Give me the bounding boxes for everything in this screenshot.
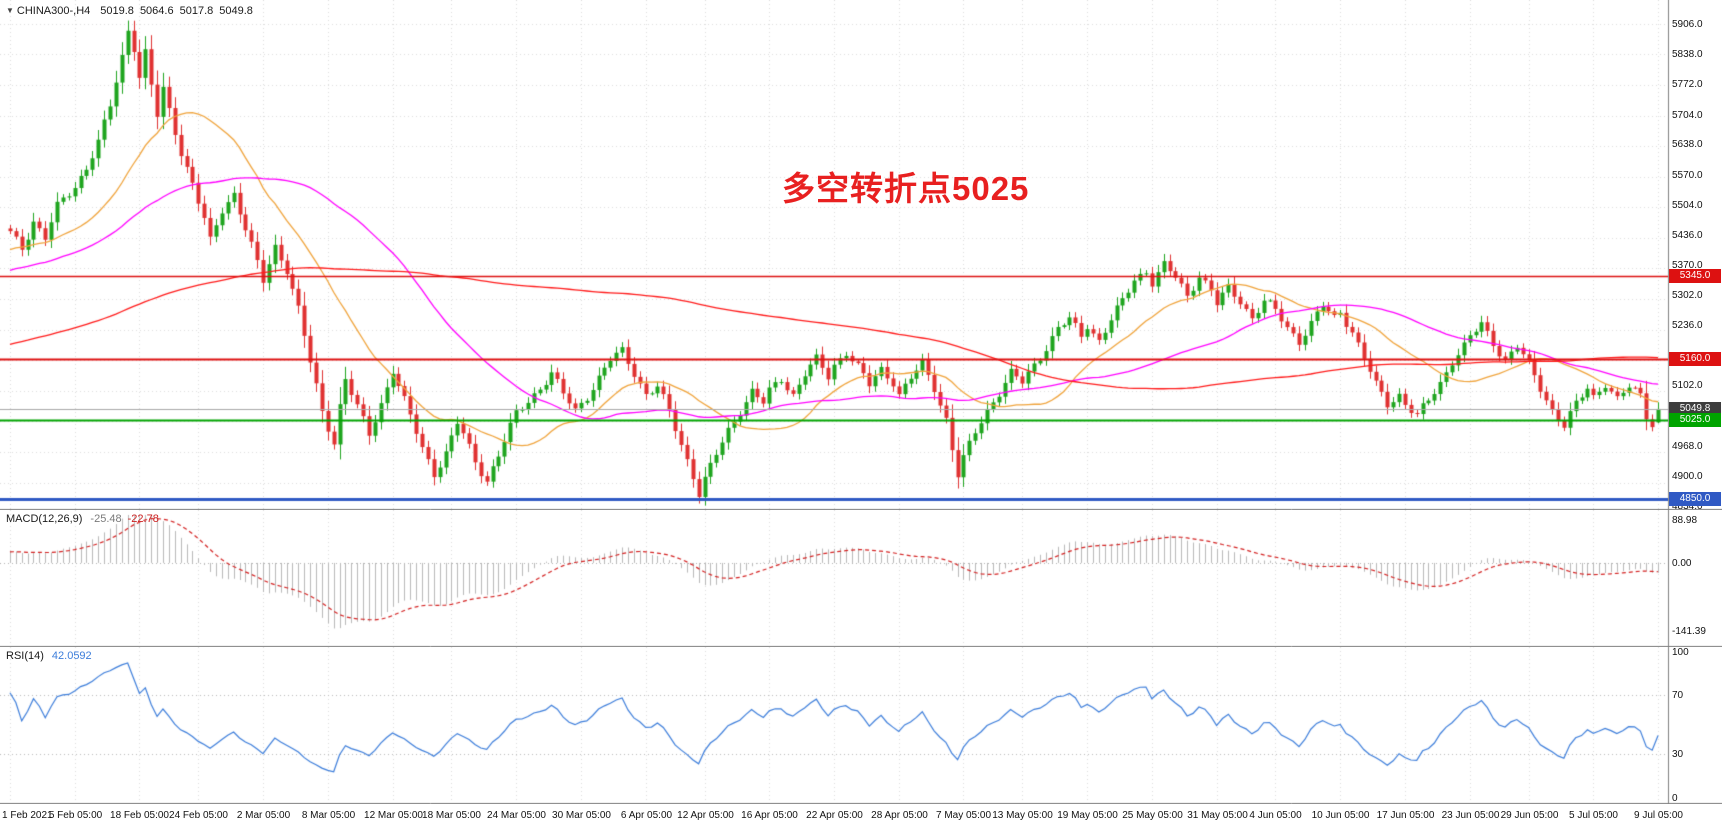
time-label: 29 Jun 05:00 xyxy=(1500,810,1559,821)
indicator-axis-label: 70 xyxy=(1672,690,1684,702)
rsi-value: 42.0592 xyxy=(51,650,92,662)
price-tick-label: 5704.0 xyxy=(1672,109,1703,121)
symbol-timeframe-label: CHINA300-,H4 xyxy=(16,5,91,17)
time-label: 23 Jun 05:00 xyxy=(1441,810,1500,821)
indicator-axis-label: 0.00 xyxy=(1672,557,1692,569)
time-label: 31 May 05:00 xyxy=(1187,810,1248,821)
time-label: 8 Mar 05:00 xyxy=(301,810,356,821)
time-label: 18 Feb 05:00 xyxy=(110,810,169,821)
time-label: 4 Jun 05:00 xyxy=(1249,810,1302,821)
price-tick-label: 5570.0 xyxy=(1672,169,1703,181)
time-label: 30 Mar 05:00 xyxy=(552,810,611,821)
macd-canvas[interactable] xyxy=(0,510,1722,647)
price-tick-label: 5102.0 xyxy=(1672,380,1703,392)
price-tick-label: 5906.0 xyxy=(1672,18,1703,30)
time-label: 22 Apr 05:00 xyxy=(806,810,863,821)
time-label: 28 Apr 05:00 xyxy=(871,810,928,821)
price-axis[interactable]: 5906.0 5838.0 5772.0 5704.0 5638.0 5570.0 5504… xyxy=(1668,0,1722,512)
macd-label: MACD(12,26,9) xyxy=(6,513,83,525)
price-level-badge: 4850.0 xyxy=(1669,491,1721,506)
price-tick-label: 4900.0 xyxy=(1672,471,1703,483)
time-label: 1 Feb 2021 xyxy=(2,810,53,821)
time-label: 7 May 05:00 xyxy=(935,810,992,821)
time-label: 24 Mar 05:00 xyxy=(487,810,546,821)
time-label: 6 Apr 05:00 xyxy=(620,810,673,821)
price-tick-label: 4968.0 xyxy=(1672,440,1703,452)
price-tick-label: 4834.0 xyxy=(1672,501,1703,512)
price-tick-label: 5370.0 xyxy=(1672,259,1703,271)
time-label: 2 Mar 05:00 xyxy=(236,810,291,821)
macd-panel: MACD(12,26,9) -25.48 -22.78 88.98 0.00 -141.… xyxy=(0,510,1722,647)
annotation-text[interactable]: 多空转折点5025 xyxy=(782,170,1030,207)
indicator-axis-label: -141.39 xyxy=(1672,625,1706,637)
price-tick-label: 5504.0 xyxy=(1672,199,1703,211)
time-axis[interactable]: 1 Feb 2021 5 Feb 05:00 18 Feb 05:00 24 Feb … xyxy=(0,804,1722,836)
time-label: 25 May 05:00 xyxy=(1122,810,1183,821)
macd-signal-value: -22.78 xyxy=(127,513,159,525)
indicator-axis-label: 30 xyxy=(1672,748,1684,760)
main-chart-panel: ▼ CHINA300-,H4 5019.8 5064.6 5017.8 5049.8 多空… xyxy=(0,0,1722,512)
price-level-badge: 5160.0 xyxy=(1669,352,1721,367)
price-tick-label: 5302.0 xyxy=(1672,290,1703,302)
time-label: 17 Jun 05:00 xyxy=(1376,810,1435,821)
ohlc-close: 5049.8 xyxy=(219,5,253,17)
price-tick-label: 5838.0 xyxy=(1672,49,1703,61)
price-level-badge: 5345.0 xyxy=(1669,269,1721,284)
rsi-label: RSI(14) xyxy=(6,650,44,662)
price-tick-label: 5772.0 xyxy=(1672,79,1703,91)
rsi-axis[interactable]: 100 70 30 0 xyxy=(1668,647,1722,804)
time-label: 12 Apr 05:00 xyxy=(677,810,734,821)
time-label: 5 Feb 05:00 xyxy=(48,810,103,821)
price-tick-label: 5236.0 xyxy=(1672,320,1703,332)
macd-axis[interactable]: 88.98 0.00 -141.39 xyxy=(1668,510,1722,647)
macd-main-value: -25.48 xyxy=(90,513,122,525)
indicator-axis-label: 100 xyxy=(1672,647,1689,658)
time-label: 19 May 05:00 xyxy=(1057,810,1118,821)
time-label: 5 Jul 05:00 xyxy=(1569,810,1618,821)
ohlc-open: 5019.8 xyxy=(100,5,134,17)
rsi-panel: RSI(14) 42.0592 100 70 30 0 xyxy=(0,647,1722,804)
price-chart-canvas[interactable] xyxy=(0,0,1722,510)
rsi-canvas[interactable] xyxy=(0,647,1722,804)
time-label: 13 May 05:00 xyxy=(992,810,1053,821)
price-level-badge: 5025.0 xyxy=(1669,413,1721,428)
chart-symbol-marker-icon: ▼ xyxy=(6,6,14,15)
macd-header: MACD(12,26,9) -25.48 -22.78 xyxy=(6,513,159,525)
indicator-axis-label: 88.98 xyxy=(1672,515,1698,527)
price-tick-label: 5638.0 xyxy=(1672,139,1703,151)
time-label: 24 Feb 05:00 xyxy=(169,810,228,821)
time-label: 12 Mar 05:00 xyxy=(364,810,423,821)
time-label: 16 Apr 05:00 xyxy=(741,810,798,821)
time-label: 18 Mar 05:00 xyxy=(422,810,481,821)
rsi-header: RSI(14) 42.0592 xyxy=(6,650,92,662)
time-label: 9 Jul 05:00 xyxy=(1634,810,1683,821)
time-label: 10 Jun 05:00 xyxy=(1311,810,1370,821)
ohlc-low: 5017.8 xyxy=(179,5,214,17)
price-level-badge: 5049.8 xyxy=(1669,401,1721,416)
ohlc-high: 5064.6 xyxy=(139,5,174,17)
chart-ohlc-header: ▼ CHINA300-,H4 5019.8 5064.6 5017.8 5049.8 xyxy=(6,5,259,17)
indicator-axis-label: 0 xyxy=(1672,793,1678,804)
price-tick-label: 5436.0 xyxy=(1672,230,1703,242)
